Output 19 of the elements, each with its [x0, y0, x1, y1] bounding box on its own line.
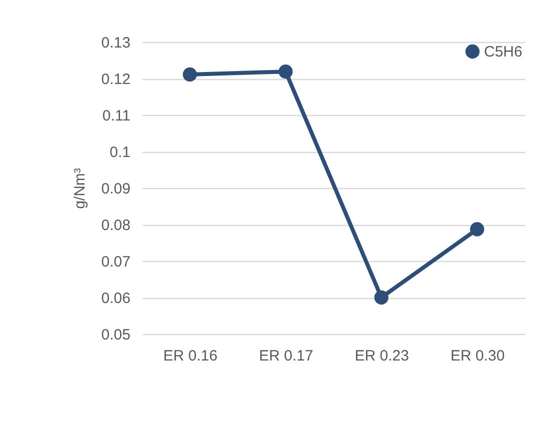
y-tick-label: 0.09 — [101, 180, 130, 198]
point — [278, 64, 293, 79]
x-tick-label: ER 0.23 — [354, 348, 409, 364]
y-tick-label: 0.08 — [101, 217, 130, 234]
y-tick-label: 0.12 — [101, 71, 130, 88]
point — [182, 67, 197, 82]
point — [374, 290, 388, 305]
legend-label: C5H6 — [484, 44, 522, 60]
y-tick-label: 0.1 — [110, 144, 130, 161]
x-tick-label: ER 0.30 — [450, 348, 505, 364]
y-tick-label: 0.06 — [101, 290, 130, 307]
point — [470, 222, 484, 236]
y-tick-label: 0.07 — [101, 254, 130, 270]
y-axis-title: g/Nm³ — [71, 168, 88, 209]
y-tick-label: 0.11 — [102, 108, 130, 124]
y-tick-label: 0.13 — [101, 34, 130, 52]
y-tick-label: 0.05 — [101, 326, 130, 344]
x-tick-label: ER 0.16 — [163, 348, 218, 364]
x-tick-label: ER 0.17 — [259, 348, 314, 364]
